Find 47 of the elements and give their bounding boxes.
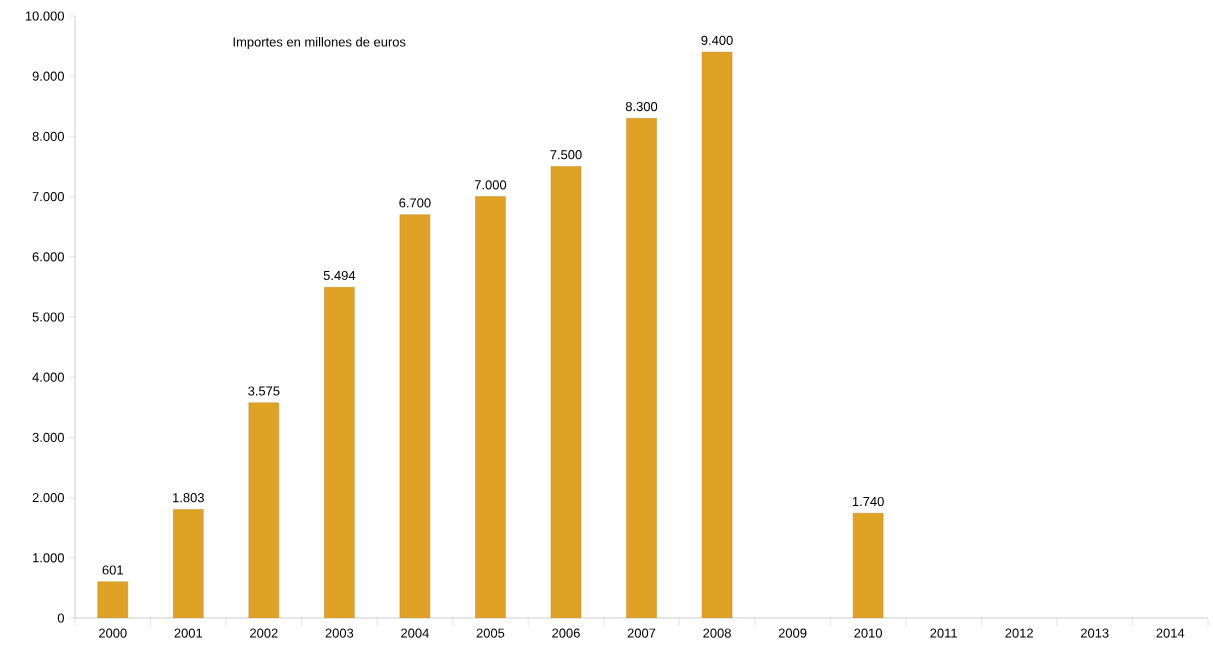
data-label: 9.400 <box>701 35 733 45</box>
bar <box>701 51 733 618</box>
data-label: 601 <box>102 565 123 575</box>
annotation: Importes en millones de euros <box>233 37 406 50</box>
y-tick-label: 0 <box>57 613 64 623</box>
x-tick-label: 2000 <box>99 628 127 638</box>
y-tick-label: 6.000 <box>32 252 64 262</box>
y-tick-label: 10.000 <box>25 11 64 21</box>
bar <box>626 118 657 618</box>
data-label: 1.803 <box>173 493 204 503</box>
bar <box>173 509 204 618</box>
data-label: 5.494 <box>323 270 356 281</box>
data-label: 7.500 <box>550 150 582 160</box>
bar <box>475 196 506 618</box>
x-tick-label: 2011 <box>930 628 957 638</box>
x-tick-label: 2006 <box>552 628 580 638</box>
x-tick-label: 2009 <box>778 628 807 638</box>
x-tick-label: 2002 <box>250 628 278 638</box>
x-tick-label: 2004 <box>401 628 429 638</box>
y-tick-label: 1.000 <box>33 553 64 563</box>
bar <box>97 581 128 618</box>
y-tick-label: 3.000 <box>32 432 64 442</box>
y-tick-label: 4.000 <box>32 372 64 382</box>
bar <box>399 214 431 618</box>
x-tick-label: 2012 <box>1005 628 1033 638</box>
data-label: 1.740 <box>852 496 884 507</box>
bar <box>324 287 355 618</box>
data-label: 3.575 <box>248 386 280 396</box>
data-label: 8.300 <box>625 101 658 112</box>
x-tick-label: 2001 <box>174 628 203 638</box>
x-tick-label: 2003 <box>325 628 354 638</box>
x-tick-label: 2010 <box>854 628 883 638</box>
bar <box>852 513 884 618</box>
y-tick-label: 5.000 <box>32 312 64 322</box>
y-tick-label: 7.000 <box>32 192 64 202</box>
bar <box>248 402 280 618</box>
y-tick-label: 9.000 <box>32 71 64 81</box>
x-tick-label: 2014 <box>1156 628 1185 638</box>
x-tick-label: 2007 <box>627 628 656 638</box>
x-tick-label: 2013 <box>1080 628 1109 638</box>
data-label: 7.000 <box>474 180 507 190</box>
bar <box>550 166 582 618</box>
x-tick-label: 2008 <box>703 628 731 638</box>
y-tick-label: 8.000 <box>32 131 64 141</box>
x-tick-label: 2005 <box>476 628 505 638</box>
y-tick-label: 2.000 <box>32 493 64 503</box>
data-label: 6.700 <box>399 198 431 208</box>
